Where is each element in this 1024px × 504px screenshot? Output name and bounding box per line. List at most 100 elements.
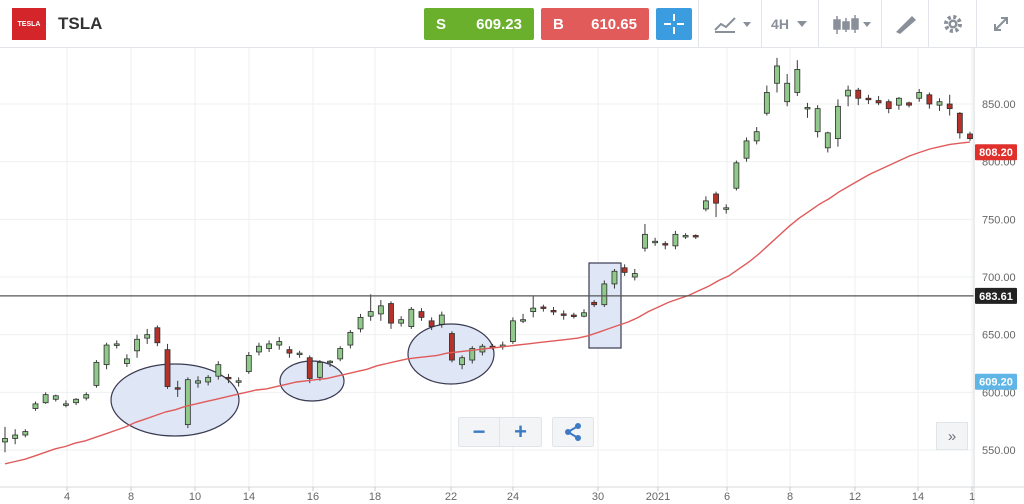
x-tick-label: 1 xyxy=(969,491,975,503)
candle-body xyxy=(682,235,689,238)
timeframe-selector[interactable]: 4H xyxy=(761,0,818,47)
x-tick-label: 14 xyxy=(912,491,924,503)
buy-button[interactable]: B 610.65 xyxy=(541,8,649,40)
candle-body xyxy=(855,89,862,99)
candle-body xyxy=(784,82,791,103)
candle-body xyxy=(763,92,770,114)
zoom-in-button[interactable]: + xyxy=(500,417,542,447)
candle-body xyxy=(692,235,699,238)
candle-body xyxy=(367,311,374,317)
sell-label: S xyxy=(436,15,447,33)
candle-body xyxy=(865,97,872,101)
candle-body xyxy=(652,240,659,244)
candle-body xyxy=(398,319,405,324)
y-tick-label: 550.00 xyxy=(982,445,1016,457)
last-price-tag: 808.20 xyxy=(979,147,1013,159)
candle-body xyxy=(113,343,120,346)
y-tick-label: 700.00 xyxy=(982,272,1016,284)
y-tick-label: 600.00 xyxy=(982,387,1016,399)
candle-body xyxy=(164,349,171,387)
candle-body xyxy=(32,403,39,409)
timeframe-label: 4H xyxy=(771,15,789,32)
candle-body xyxy=(12,434,19,439)
sell-button[interactable]: S 609.23 xyxy=(424,8,534,40)
candle-body xyxy=(591,301,598,306)
candle-body xyxy=(713,193,719,204)
sell-price: 609.23 xyxy=(476,15,522,33)
candle-body xyxy=(256,345,262,353)
candle-body xyxy=(408,308,415,327)
candle-body xyxy=(2,438,8,443)
candle-body xyxy=(93,361,100,386)
candle-body xyxy=(906,102,912,106)
candle-body xyxy=(103,344,110,366)
candle-body xyxy=(83,394,90,399)
last-price-tag-bg xyxy=(975,144,1017,161)
candle-body xyxy=(845,89,852,97)
scroll-forward-button[interactable]: » xyxy=(936,422,968,450)
candle-body xyxy=(895,97,902,106)
candle-body xyxy=(774,65,780,84)
candle-body xyxy=(875,100,882,104)
x-tick-label: 18 xyxy=(369,491,381,503)
x-tick-label: 16 xyxy=(307,491,319,503)
candle-body xyxy=(449,333,455,361)
candle-body xyxy=(540,306,547,309)
candle-body xyxy=(174,387,181,390)
crosshair-button[interactable] xyxy=(656,8,692,40)
chart-type-button[interactable] xyxy=(698,0,761,47)
candle-body xyxy=(63,403,69,406)
candle-body xyxy=(581,312,587,317)
price-chart[interactable]: 550.00600.00650.00700.00750.00800.00850.… xyxy=(0,48,1024,504)
candle-body xyxy=(967,133,973,140)
candle-body xyxy=(662,243,669,246)
candle-body xyxy=(459,357,466,366)
candle-body xyxy=(509,320,516,342)
bid-price-tag-bg xyxy=(975,373,1017,390)
bid-price-tag: 609.20 xyxy=(979,377,1013,389)
candle-body xyxy=(215,364,222,377)
buy-label: B xyxy=(553,15,564,33)
candle-body xyxy=(418,311,425,318)
fullscreen-button[interactable] xyxy=(976,0,1024,47)
candle-body xyxy=(123,358,130,364)
draw-icon xyxy=(896,15,916,34)
draw-tools-button[interactable] xyxy=(881,0,928,47)
candle-body xyxy=(306,357,313,379)
candle-body xyxy=(235,380,242,383)
x-tick-label: 4 xyxy=(64,491,70,503)
candle-body xyxy=(73,398,80,404)
candle-body xyxy=(926,94,933,105)
gear-icon xyxy=(943,14,962,33)
settings-button[interactable] xyxy=(928,0,976,47)
candle-body xyxy=(388,303,394,324)
candle-style-button[interactable] xyxy=(818,0,881,47)
y-tick-label: 850.00 xyxy=(982,99,1016,111)
candle-body xyxy=(916,92,923,99)
y-tick-label: 750.00 xyxy=(982,214,1016,226)
candle-body xyxy=(672,233,679,247)
candle-body xyxy=(743,140,750,159)
share-button[interactable] xyxy=(552,417,594,447)
candle-body xyxy=(520,319,526,322)
candle-body xyxy=(835,105,841,140)
candle-body xyxy=(804,107,811,110)
x-tick-label: 12 xyxy=(849,491,861,503)
candle-body xyxy=(824,132,831,149)
x-tick-label: 24 xyxy=(507,491,519,503)
x-tick-label: 10 xyxy=(189,491,201,503)
tesla-logo: TESLA xyxy=(12,8,46,40)
candle-body xyxy=(936,101,943,106)
candle-body xyxy=(184,379,191,426)
candle-body xyxy=(611,270,618,285)
candle-body xyxy=(438,314,445,325)
candle-body xyxy=(428,320,435,327)
candle-body xyxy=(327,360,333,364)
instrument-symbol: TSLA xyxy=(58,14,103,33)
candlestick-icon xyxy=(833,14,871,34)
zoom-out-button[interactable]: − xyxy=(458,417,500,447)
candle-body xyxy=(885,101,892,110)
candle-body xyxy=(134,338,140,352)
candle-body xyxy=(52,395,59,400)
candle-body xyxy=(357,316,364,330)
